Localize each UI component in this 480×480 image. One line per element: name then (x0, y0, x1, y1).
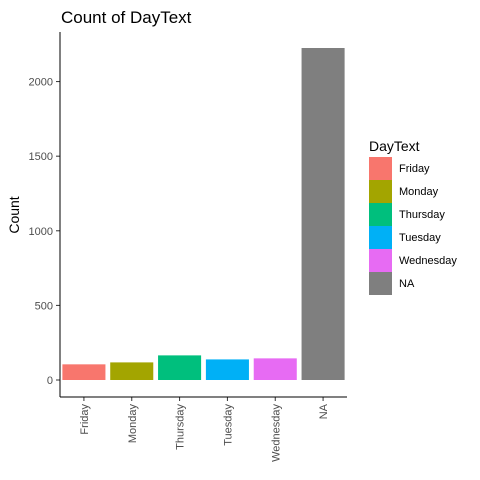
bar-tuesday (205, 359, 249, 380)
legend-swatch-wednesday (369, 249, 392, 272)
legend-label: Monday (399, 186, 439, 198)
bar-thursday (158, 355, 202, 380)
legend-swatch-na (369, 272, 392, 295)
legend-swatch-thursday (369, 203, 392, 226)
x-tick-label: Friday (79, 404, 91, 435)
legend: DayText Friday Monday Thursday Tuesday Wedne… (369, 138, 457, 295)
y-tick-label: 500 (35, 300, 53, 312)
legend-swatch-monday (369, 180, 392, 203)
legend-label: Friday (399, 163, 430, 175)
y-tick-label: 1500 (29, 151, 53, 163)
legend-label: Thursday (399, 209, 445, 221)
bar-friday (62, 364, 106, 380)
y-tick-label: 2000 (29, 77, 53, 89)
y-tick-label: 1000 (29, 226, 53, 238)
x-tick-label: Thursday (175, 404, 187, 450)
x-tick-label: NA (318, 403, 330, 419)
bar-monday (110, 362, 154, 380)
x-axis-ticks: Friday Monday Thursday Tuesday Wednesday NA (79, 397, 330, 462)
legend-label: NA (399, 278, 415, 290)
x-tick-label: Monday (127, 404, 139, 444)
x-tick-label: Wednesday (270, 404, 282, 462)
y-tick-label: 0 (47, 375, 53, 387)
bar-wednesday (253, 358, 297, 380)
y-axis-title: Count (6, 196, 22, 233)
legend-title: DayText (369, 138, 420, 154)
legend-swatch-tuesday (369, 226, 392, 249)
chart-title: Count of DayText (61, 8, 192, 27)
bar-na (301, 48, 345, 380)
y-axis-ticks: 0 500 1000 1500 2000 (29, 77, 60, 387)
legend-label: Wednesday (399, 255, 457, 267)
legend-label: Tuesday (399, 232, 441, 244)
legend-swatch-friday (369, 157, 392, 180)
x-tick-label: Tuesday (222, 404, 234, 446)
bars (62, 48, 345, 380)
